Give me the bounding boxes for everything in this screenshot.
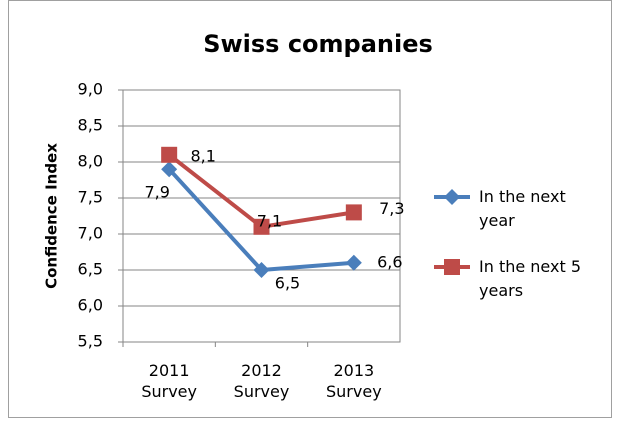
y-tick-label: 5,5 [78, 332, 103, 351]
marker [444, 189, 460, 205]
y-tick-label: 6,0 [78, 296, 103, 315]
legend-label: In the next 5 years [479, 257, 581, 300]
y-tick-label: 6,5 [78, 260, 103, 279]
marker [444, 259, 460, 275]
chart-title: Swiss companies [203, 30, 433, 58]
y-tick-label: 9,0 [78, 80, 103, 99]
data-label: 7,3 [379, 199, 404, 218]
y-tick-label: 7,0 [78, 224, 103, 243]
data-label: 6,5 [275, 274, 300, 293]
chart-frame [8, 0, 612, 418]
x-tick-label: 2013 Survey [326, 361, 382, 401]
marker [345, 254, 362, 271]
y-axis-title: Confidence Index [43, 143, 61, 289]
data-label: 6,6 [377, 252, 402, 271]
marker [345, 204, 362, 221]
data-label: 7,9 [144, 183, 169, 202]
x-tick-label: 2011 Survey [141, 361, 197, 401]
marker [161, 161, 178, 178]
data-label: 8,1 [190, 146, 215, 165]
y-tick-label: 8,0 [78, 152, 103, 171]
marker [161, 146, 178, 163]
legend-label: In the next year [479, 187, 566, 230]
x-tick-label: 2012 Survey [233, 361, 290, 401]
data-label: 7,1 [257, 211, 282, 230]
y-tick-label: 8,5 [78, 116, 103, 135]
marker [253, 218, 270, 235]
y-tick-label: 7,5 [78, 188, 103, 207]
plot-border [122, 89, 401, 343]
marker [253, 262, 270, 278]
